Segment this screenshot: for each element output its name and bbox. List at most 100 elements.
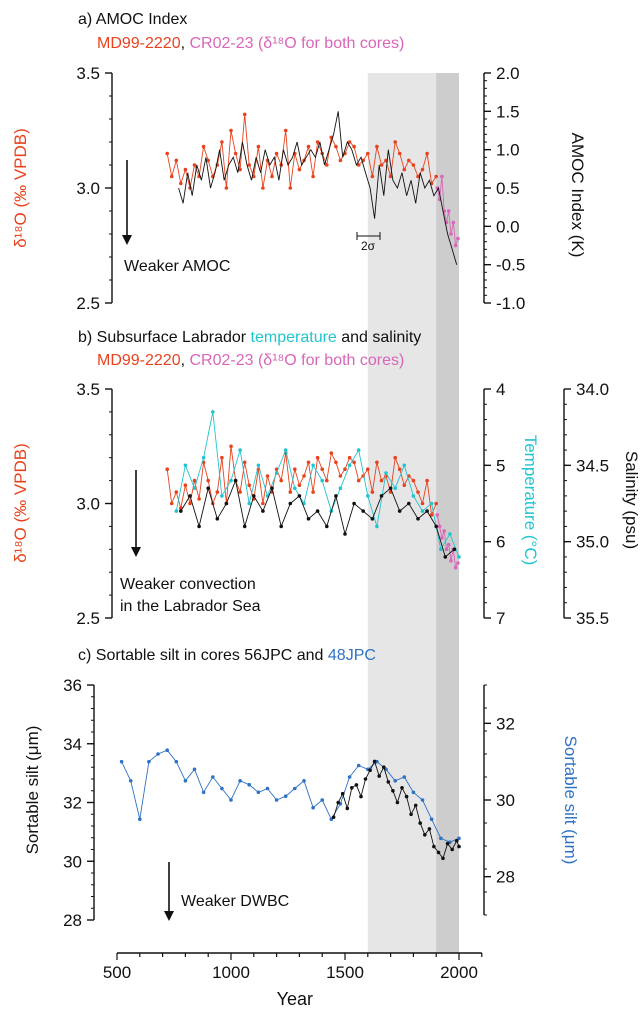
data-point-c-48jpc xyxy=(429,817,434,821)
data-point-b-md xyxy=(334,460,338,465)
c-left-axis-tick-label: 36 xyxy=(63,676,82,695)
data-point-b-md xyxy=(279,478,284,483)
data-point-c-48jpc xyxy=(265,786,270,791)
data-point-b-md xyxy=(242,460,247,465)
data-point-a-md xyxy=(238,167,242,172)
data-point-a-md xyxy=(220,140,224,144)
data-point-b-temp xyxy=(448,532,452,536)
data-point-b-cr xyxy=(435,513,440,517)
data-point-b-md xyxy=(338,474,343,478)
b-left-axis-label: δ¹⁸O (‰ VPDB) xyxy=(11,443,30,563)
data-point-b-md xyxy=(420,501,425,506)
data-point-b-sal xyxy=(279,524,284,529)
b-salinity-axis-label: Salinity (psu) xyxy=(622,451,641,549)
data-point-a-md xyxy=(252,174,256,179)
data-point-b-md xyxy=(238,490,242,494)
data-point-b-temp xyxy=(311,463,315,468)
data-point-c-48jpc xyxy=(174,759,179,764)
series-line-b-temp xyxy=(175,411,460,558)
data-point-a-md xyxy=(283,128,288,133)
data-point-c-48jpc xyxy=(119,759,124,764)
data-point-a-md xyxy=(261,186,265,190)
data-point-c-48jpc xyxy=(302,779,306,783)
data-point-a-md xyxy=(420,167,425,172)
data-point-b-sal xyxy=(197,524,201,529)
data-point-c-56jpc xyxy=(359,794,363,799)
data-point-a-cr xyxy=(446,209,451,213)
data-point-a-cr xyxy=(449,232,453,236)
data-point-a-md xyxy=(174,158,179,163)
data-point-a-md xyxy=(334,144,338,149)
a-right-axis-tick-label: 1.0 xyxy=(496,141,520,160)
data-point-b-temp xyxy=(375,524,379,529)
data-point-c-48jpc xyxy=(320,798,325,802)
data-point-b-temp xyxy=(183,463,188,468)
data-point-b-md xyxy=(347,455,352,460)
data-point-c-56jpc xyxy=(368,768,372,772)
data-point-b-sal xyxy=(397,509,402,513)
panel-b-subtitle: MD99-2220, CR02-23 (δ¹⁸O for both cores) xyxy=(97,352,404,369)
data-point-b-temp xyxy=(229,478,233,483)
title-part-0: MD99-2220 xyxy=(97,352,181,369)
data-point-a-md xyxy=(229,128,233,133)
data-point-a-md xyxy=(201,144,206,149)
data-point-c-48jpc xyxy=(201,790,206,795)
data-point-b-md xyxy=(434,501,439,506)
data-point-c-56jpc xyxy=(382,765,386,769)
data-point-a-md xyxy=(169,174,174,179)
data-point-b-md xyxy=(429,513,434,517)
data-point-a-md xyxy=(306,144,311,149)
data-point-c-48jpc xyxy=(247,782,251,787)
data-point-c-56jpc xyxy=(432,844,436,849)
data-point-a-md xyxy=(288,186,293,190)
c-right-axis-tick-label: 28 xyxy=(496,868,515,887)
data-point-c-48jpc xyxy=(420,798,425,802)
b-arrow-head xyxy=(131,547,141,557)
data-point-c-56jpc xyxy=(441,856,445,861)
data-point-a-md xyxy=(375,144,379,149)
data-point-b-md xyxy=(265,474,270,478)
data-point-b-temp xyxy=(338,486,343,491)
data-point-b-sal xyxy=(407,501,411,506)
data-point-b-sal xyxy=(379,494,384,498)
data-point-a-md xyxy=(356,163,361,167)
b-temp-axis-tick-label: 7 xyxy=(496,609,505,628)
data-point-c-48jpc xyxy=(402,775,407,779)
b-left-axis-tick-label: 3.0 xyxy=(76,495,100,514)
data-point-c-48jpc xyxy=(229,798,233,802)
data-point-b-temp xyxy=(366,494,370,498)
data-point-b-md xyxy=(297,483,302,488)
data-point-b-md xyxy=(375,460,379,465)
x-axis-label: Year xyxy=(277,989,313,1009)
data-point-a-md xyxy=(233,151,238,156)
data-point-b-md xyxy=(352,460,356,465)
data-point-b-md xyxy=(165,467,169,472)
data-point-b-sal xyxy=(425,509,429,513)
data-point-b-temp xyxy=(420,509,425,513)
data-point-c-48jpc xyxy=(238,779,242,783)
data-point-a-md xyxy=(325,163,329,167)
data-point-a-md xyxy=(192,163,197,167)
data-point-b-md xyxy=(329,451,334,455)
data-point-c-48jpc xyxy=(128,779,133,783)
data-point-c-56jpc xyxy=(386,780,391,784)
data-point-c-48jpc xyxy=(220,786,224,791)
data-point-b-cr xyxy=(442,529,447,533)
a-right-axis-tick-label: 0.0 xyxy=(496,217,520,236)
data-point-b-md xyxy=(215,490,220,494)
data-point-b-sal xyxy=(206,486,210,491)
data-point-b-temp xyxy=(274,471,279,475)
data-point-b-cr xyxy=(440,536,444,540)
a-left-axis-tick-label: 3.5 xyxy=(76,64,100,83)
data-point-a-md xyxy=(311,174,315,179)
title-part-1: , xyxy=(181,352,190,369)
data-point-b-sal xyxy=(297,494,302,498)
data-point-c-56jpc xyxy=(336,800,341,805)
x-axis-tick-label: 1000 xyxy=(212,963,250,982)
data-point-a-md xyxy=(315,140,320,144)
data-point-c-56jpc xyxy=(454,838,459,843)
data-point-b-md xyxy=(379,478,384,483)
data-point-b-cr xyxy=(444,547,449,552)
b-temp-axis-label: Temperature (°C) xyxy=(521,435,540,566)
